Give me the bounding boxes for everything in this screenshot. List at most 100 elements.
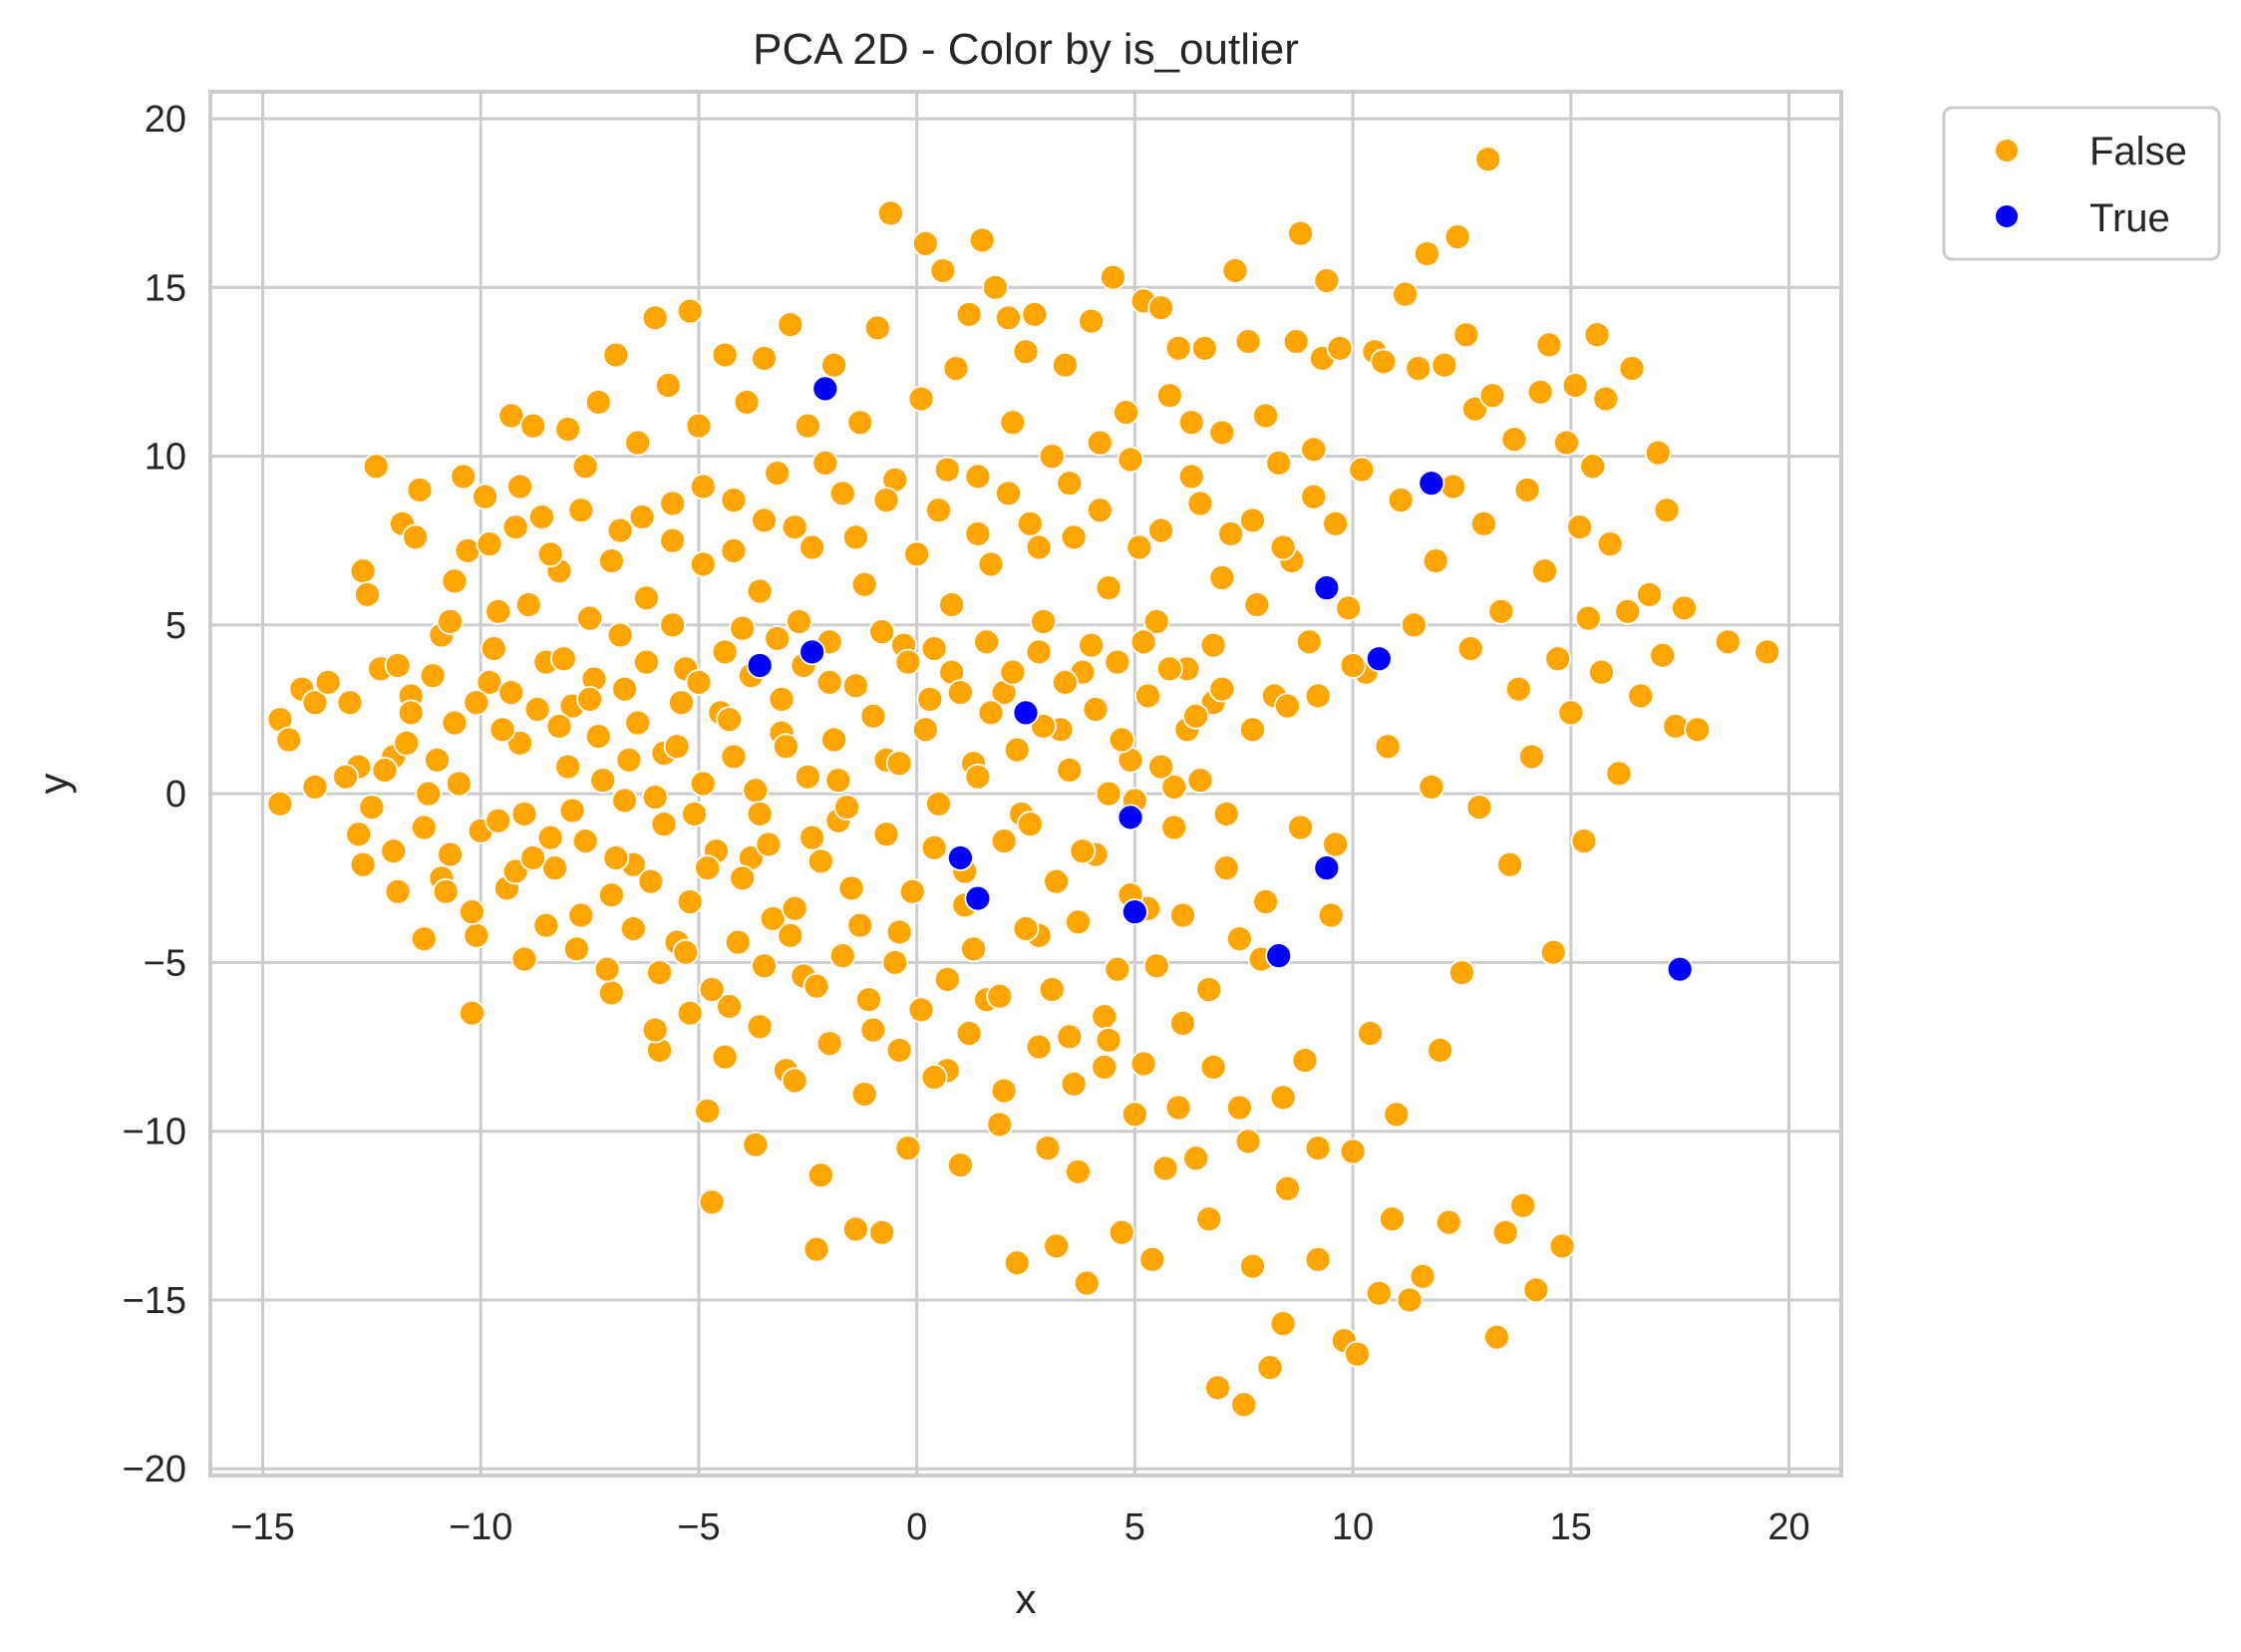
data-point-false (807, 847, 834, 875)
data-point-false (1504, 675, 1532, 703)
data-point-false (541, 854, 568, 882)
data-point-false (354, 581, 381, 608)
data-point-false (1225, 1094, 1253, 1122)
data-point-false (1169, 901, 1196, 929)
data-point-false (1452, 321, 1480, 349)
data-point-false (1160, 773, 1188, 801)
data-point-false (986, 982, 1014, 1010)
data-point-false (1440, 473, 1467, 500)
data-point-false (402, 523, 429, 551)
data-point-false (846, 409, 874, 437)
data-point-false (266, 790, 294, 818)
x-tick-label: 10 (1332, 1506, 1374, 1548)
chart-title: PCA 2D - Color by is_outlier (753, 25, 1299, 74)
data-point-false (371, 757, 399, 784)
data-point-false (641, 1016, 669, 1044)
data-point-false (1147, 294, 1175, 322)
data-point-false (768, 685, 796, 713)
data-point-false (1557, 699, 1585, 727)
data-point-false (716, 993, 743, 1020)
data-point-false (410, 925, 438, 953)
data-point-false (1252, 888, 1279, 915)
data-point-false (920, 1064, 948, 1091)
data-point-false (1016, 811, 1044, 838)
data-point-false (946, 679, 974, 706)
data-point-false (598, 547, 625, 574)
data-point-false (528, 503, 555, 530)
data-point-false (1684, 716, 1712, 744)
data-point-false (859, 702, 887, 730)
x-tick-label: −5 (677, 1506, 720, 1548)
series-true-points (746, 375, 1694, 983)
data-point-false (802, 972, 830, 1000)
data-point-false (842, 672, 869, 700)
data-point-false (506, 473, 533, 500)
y-tick-label: −10 (123, 1112, 186, 1154)
data-point-false (1217, 520, 1244, 547)
data-point-false (885, 1037, 913, 1064)
data-point-false (868, 618, 896, 646)
data-point-false (955, 301, 983, 328)
data-point-false (868, 1218, 896, 1246)
data-point-false (1186, 490, 1214, 517)
data-point-false (815, 669, 843, 696)
data-point-false (1199, 631, 1227, 659)
data-point-false (820, 351, 847, 379)
data-point-true (746, 652, 774, 679)
data-point-true (1120, 898, 1148, 926)
data-point-false (1113, 399, 1140, 427)
data-point-false (781, 894, 808, 922)
data-point-false (584, 723, 612, 751)
data-point-false (523, 696, 551, 723)
data-point-false (1169, 1009, 1196, 1037)
data-point-false (554, 753, 582, 781)
data-point-false (1142, 952, 1170, 980)
y-axis-label: y (30, 774, 77, 795)
data-point-false (1396, 1286, 1424, 1314)
data-point-false (1313, 267, 1341, 294)
data-point-false (663, 733, 691, 761)
data-point-false (1435, 1208, 1462, 1236)
data-point-false (1190, 334, 1218, 362)
data-point-false (1574, 604, 1602, 632)
y-tick-label: 10 (145, 437, 186, 479)
data-point-false (1021, 301, 1049, 328)
y-tick-labels: −20 −15 −10 −5 0 5 10 15 20 (123, 99, 186, 1490)
data-point-false (1478, 382, 1506, 410)
data-point-false (275, 726, 303, 754)
data-point-false (1561, 372, 1589, 399)
data-point-false (1051, 669, 1079, 696)
data-point-false (441, 709, 469, 737)
data-point-false (916, 685, 944, 713)
data-point-false (1091, 1053, 1119, 1081)
data-point-false (1370, 348, 1398, 376)
data-point-false (672, 938, 700, 966)
data-point-false (437, 608, 464, 635)
data-point-false (781, 513, 808, 541)
data-point-true (1666, 955, 1694, 983)
data-point-false (729, 864, 757, 892)
data-point-false (885, 750, 913, 778)
data-point-false (358, 794, 386, 822)
data-point-false (986, 1111, 1014, 1139)
data-point-false (1387, 487, 1415, 514)
data-point-false (641, 784, 669, 811)
data-point-false (406, 477, 434, 503)
data-point-false (1177, 463, 1205, 491)
data-point-false (720, 537, 748, 564)
data-point-false (828, 942, 856, 970)
data-point-false (1644, 439, 1672, 467)
data-point-false (1078, 307, 1106, 335)
data-point-false (584, 389, 612, 416)
data-point-false (820, 726, 847, 754)
data-point-false (397, 699, 425, 727)
x-tick-label: 15 (1550, 1506, 1592, 1548)
y-tick-label: −15 (123, 1280, 186, 1322)
data-point-false (850, 570, 878, 598)
data-point-false (759, 905, 787, 932)
data-point-false (711, 638, 739, 666)
data-point-false (1461, 395, 1488, 423)
data-point-true (1265, 942, 1293, 970)
data-point-false (1465, 794, 1493, 822)
